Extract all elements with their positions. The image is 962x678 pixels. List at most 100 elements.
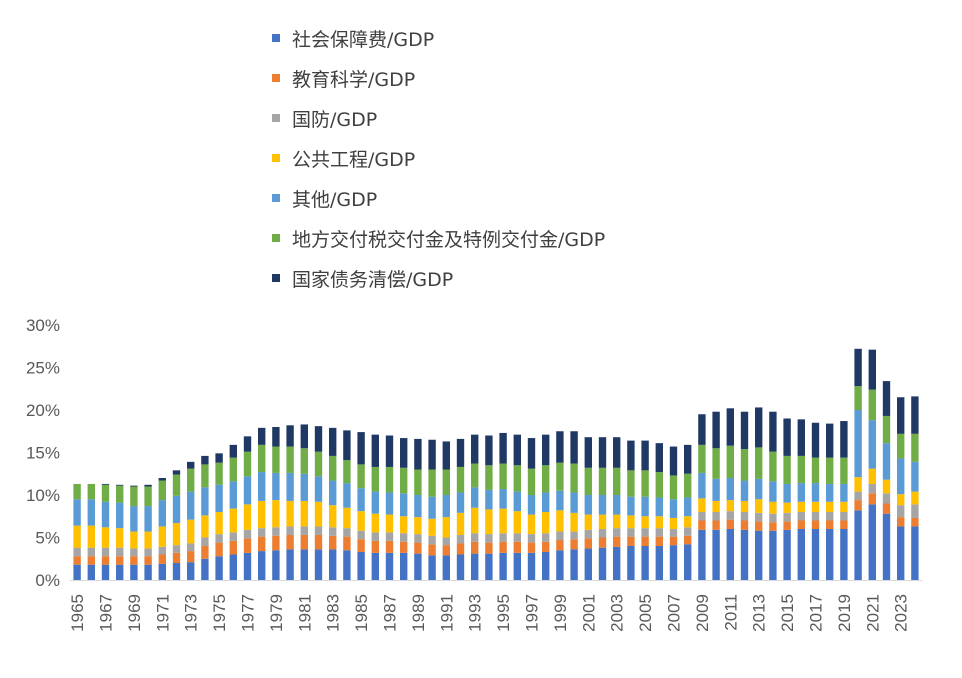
bar-segment <box>740 512 749 521</box>
bar-segment <box>854 477 862 492</box>
bar-segment <box>73 525 81 548</box>
bar-segment <box>201 464 209 488</box>
bar-segment <box>243 538 252 553</box>
x-tick-label: 1993 <box>466 594 485 632</box>
bar-segment <box>854 386 862 410</box>
bar-segment <box>556 550 564 580</box>
bar-segment <box>797 501 805 512</box>
y-tick-label: 25% <box>26 359 60 378</box>
bar-segment <box>101 547 110 557</box>
bar-segment <box>286 534 294 550</box>
bar-segment <box>613 467 621 495</box>
bar-segment <box>684 527 692 536</box>
bar-segment <box>882 415 891 444</box>
bar-segment <box>769 530 777 580</box>
bar-segment <box>300 526 308 535</box>
bar-segment <box>286 549 294 580</box>
bar-segment <box>385 552 394 580</box>
bar-segment <box>826 529 834 580</box>
bar-segment <box>613 495 621 515</box>
bar-segment <box>300 473 308 501</box>
bar-segment <box>158 526 166 547</box>
bar-segment <box>172 552 181 563</box>
bar-segment <box>698 498 706 512</box>
bar-segment <box>428 555 436 580</box>
bar-segment <box>755 407 763 448</box>
bar-segment <box>172 474 181 496</box>
bar-segment <box>229 532 237 541</box>
bar-segment <box>698 520 706 530</box>
bar-segment <box>329 427 337 456</box>
bar-segment <box>598 547 607 580</box>
bar-segment <box>542 492 550 512</box>
bar-segment <box>840 483 848 502</box>
bar-segment <box>882 479 891 494</box>
bar-segment <box>882 443 891 480</box>
bar-segment <box>130 556 138 565</box>
bar-segment <box>712 411 720 449</box>
bar-segment <box>698 414 706 445</box>
bar-segment <box>882 493 891 504</box>
bar-segment <box>101 483 110 485</box>
bar-segment <box>769 411 777 452</box>
x-tick-label: 2007 <box>665 594 684 632</box>
x-tick-label: 1971 <box>153 594 172 632</box>
bar-segment <box>73 483 81 500</box>
bar-segment <box>811 457 820 484</box>
bar-segment <box>158 546 166 555</box>
x-tick-label: 1965 <box>68 594 87 632</box>
bar-segment <box>87 525 95 548</box>
bar-segment <box>272 527 280 536</box>
bar-segment <box>897 494 905 506</box>
bar-segment <box>215 542 223 557</box>
bar-segment <box>840 520 848 529</box>
bar-segment <box>329 535 337 550</box>
bar-segment <box>669 545 678 580</box>
x-tick-label: 1981 <box>295 594 314 632</box>
bar-segment <box>243 529 252 539</box>
bar-segment <box>513 465 521 492</box>
legend-item: 教育科学/GDP <box>272 58 605 98</box>
bar-segment <box>300 549 308 580</box>
bar-segment <box>201 455 209 465</box>
bar-segment <box>627 515 635 529</box>
bar-segment <box>471 507 479 534</box>
bar-segment <box>726 478 734 501</box>
y-tick-label: 30% <box>26 316 60 335</box>
bar-segment <box>726 408 734 446</box>
bar-segment <box>144 556 152 565</box>
bar-segment <box>513 491 521 512</box>
bar-segment <box>627 546 635 580</box>
bar-segment <box>868 420 876 469</box>
bar-segment <box>116 556 124 565</box>
bar-segment <box>911 504 919 518</box>
bar-segment <box>87 483 95 500</box>
bar-segment <box>826 483 834 502</box>
bar-segment <box>314 534 323 550</box>
bar-segment <box>669 517 678 529</box>
bar-segment <box>911 433 919 462</box>
legend: 社会保障费/GDP 教育科学/GDP 国防/GDP 公共工程/GDP 其他/GDP 地方交… <box>272 18 605 298</box>
bar-segment <box>272 446 280 473</box>
bar-segment <box>73 564 81 580</box>
x-tick-label: 2015 <box>778 594 797 632</box>
bar-segment <box>428 535 436 545</box>
bar-segment <box>584 467 592 495</box>
bar-segment <box>854 500 862 511</box>
legend-label: 国防/GDP <box>292 108 378 131</box>
bar-segment <box>456 534 465 544</box>
legend-label: 其他/GDP <box>292 188 378 211</box>
bar-segment <box>400 438 408 468</box>
bar-segment <box>485 465 493 490</box>
bar-segment <box>258 500 266 529</box>
bar-segment <box>400 467 408 494</box>
bar-segment <box>897 397 905 434</box>
bar-segment <box>556 531 564 541</box>
bar-segment <box>172 545 181 553</box>
bar-segment <box>556 490 564 511</box>
bar-segment <box>456 554 465 580</box>
legend-swatch <box>272 34 280 42</box>
x-tick-label: 1997 <box>523 594 542 632</box>
bar-segment <box>698 529 706 580</box>
bar-segment <box>130 486 138 507</box>
